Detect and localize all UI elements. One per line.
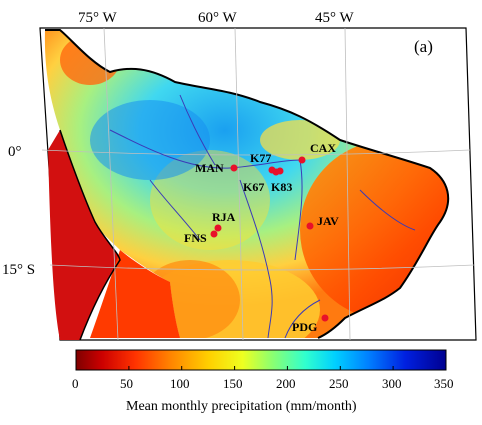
colorbar [75,349,447,371]
latitude-label-15s: 15° S [2,262,35,278]
site-marker-man [230,164,238,172]
site-label-jav: JAV [317,214,339,228]
river-network [109,94,416,339]
latitude-label-0: 0° [8,144,22,160]
colorbar-tick-100: 100 [170,376,190,391]
colorbar-title: Mean monthly precipitation (mm/month) [126,399,357,414]
site-label-man: MAN [195,161,224,175]
colorbar-tick-200: 200 [276,376,296,391]
colorbar-tick-50: 50 [120,376,133,391]
site-marker-cax [298,156,306,164]
graticule [41,27,475,341]
site-label-k83: K83 [271,180,292,194]
site-marker-k83 [276,167,284,175]
site-label-k77: K77 [250,151,271,165]
colorbar-tick-250: 250 [329,376,349,391]
site-label-fns: FNS [184,231,207,245]
panel-label: (a) [414,37,433,56]
longitude-label-45w: 45° W [315,10,354,26]
site-marker-jav [306,222,314,230]
site-label-k67: K67 [243,180,264,194]
colorbar-tick-labels: 0 50 100 150 200 250 300 350 [72,376,454,391]
colorbar-ticks [75,366,447,370]
colorbar-tick-150: 150 [223,376,243,391]
site-marker-rja [214,224,222,232]
site-marker-fns [210,230,218,238]
site-label-cax: CAX [310,141,336,155]
colorbar-tick-0: 0 [72,376,79,391]
coastline [45,29,450,339]
site-markers: MAN K77 K67 K83 CAX RJA FNS JAV PDG [184,141,339,334]
andes-region [48,130,120,340]
site-marker-pdg [321,314,329,322]
altiplano-region [90,250,180,338]
pacific-coastline [59,129,121,341]
colorbar-tick-300: 300 [382,376,402,391]
longitude-label-75w: 75° W [78,10,117,26]
longitude-label-60w: 60° W [198,10,237,26]
colorbar-tick-350: 350 [434,376,454,391]
site-label-pdg: PDG [292,320,317,334]
site-label-rja: RJA [212,210,236,224]
